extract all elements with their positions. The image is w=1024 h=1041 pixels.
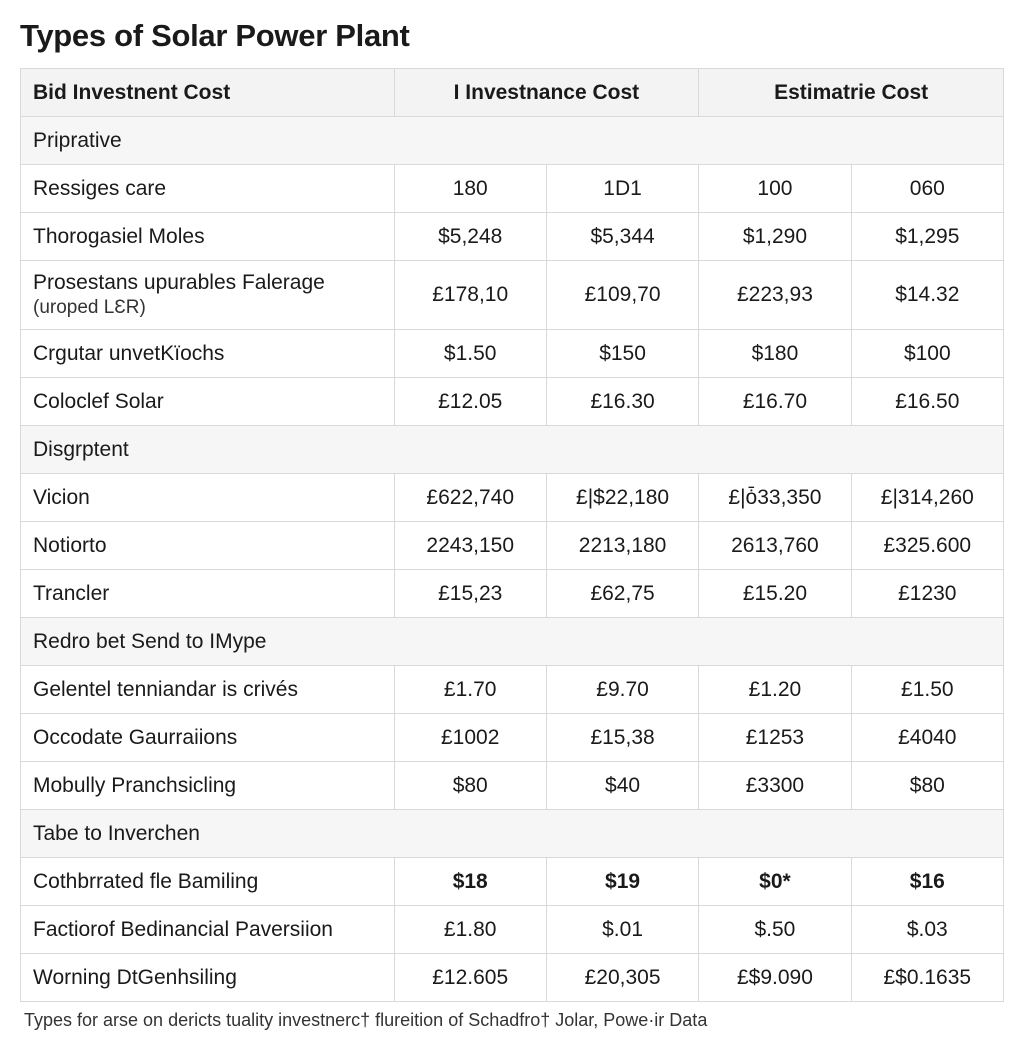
cell-value: $80 — [394, 762, 546, 810]
cell-value: £|$22,180 — [546, 474, 698, 522]
column-header: Bid Investnent Cost — [21, 69, 395, 117]
cell-value: £1253 — [699, 714, 851, 762]
row-label: Crgutar unvetKïochs — [21, 330, 395, 378]
cell-value: £16.30 — [546, 378, 698, 426]
cell-value: $40 — [546, 762, 698, 810]
cell-value: £15.20 — [699, 570, 851, 618]
row-label: Gelentel tenniandar is crivés — [21, 666, 395, 714]
table-row: Cothbrrated fle Bamiling$18$19$0*$16 — [21, 858, 1004, 906]
cell-value: £1002 — [394, 714, 546, 762]
cell-value: £9.70 — [546, 666, 698, 714]
cell-value: 180 — [394, 165, 546, 213]
cell-value: £12.605 — [394, 954, 546, 1002]
cell-value: £3300 — [699, 762, 851, 810]
cell-value: £|ȱ33,350 — [699, 474, 851, 522]
cell-value: $150 — [546, 330, 698, 378]
cell-value: $.03 — [851, 906, 1003, 954]
cell-value: £62,75 — [546, 570, 698, 618]
cell-value: $0* — [699, 858, 851, 906]
cell-value: £1230 — [851, 570, 1003, 618]
cell-value: £$9.090 — [699, 954, 851, 1002]
section-header: Priprative — [21, 117, 1004, 165]
cell-value: £325.600 — [851, 522, 1003, 570]
cell-value: £1.80 — [394, 906, 546, 954]
section-header: Redro bet Send to IMype — [21, 618, 1004, 666]
table-body: PriprativeRessiges care1801D1100060Thoro… — [21, 117, 1004, 1002]
table-row: Gelentel tenniandar is crivés£1.70£9.70£… — [21, 666, 1004, 714]
row-label: Ressiges care — [21, 165, 395, 213]
table-row: Factiorof Bedinancial Paversiion£1.80$.0… — [21, 906, 1004, 954]
column-header: I Investnance Cost — [394, 69, 699, 117]
cell-value: $.01 — [546, 906, 698, 954]
cell-value: £4040 — [851, 714, 1003, 762]
table-row: Notiorto2243,1502213,1802613,760£325.600 — [21, 522, 1004, 570]
cell-value: $16 — [851, 858, 1003, 906]
cost-table: Bid Investnent CostI Investnance CostEst… — [20, 68, 1004, 1002]
row-label: Cothbrrated fle Bamiling — [21, 858, 395, 906]
cell-value: £109,70 — [546, 261, 698, 330]
table-row: Crgutar unvetKïochs$1.50$150$180$100 — [21, 330, 1004, 378]
section-header: Tabe to Inverchen — [21, 810, 1004, 858]
table-row: Worning DtGenhsiling£12.605£20,305£$9.09… — [21, 954, 1004, 1002]
cell-value: $1,295 — [851, 213, 1003, 261]
cell-value: 2613,760 — [699, 522, 851, 570]
row-label: Vicion — [21, 474, 395, 522]
row-label: Thorogasiel Moles — [21, 213, 395, 261]
cell-value: £15,23 — [394, 570, 546, 618]
cell-value: £16.50 — [851, 378, 1003, 426]
cell-value: $.50 — [699, 906, 851, 954]
cell-value: £178,10 — [394, 261, 546, 330]
column-header: Estimatrie Cost — [699, 69, 1004, 117]
table-row: Ressiges care1801D1100060 — [21, 165, 1004, 213]
table-row: Vicion£622,740£|$22,180£|ȱ33,350£|314,26… — [21, 474, 1004, 522]
cell-value: 2213,180 — [546, 522, 698, 570]
cell-value: $80 — [851, 762, 1003, 810]
cell-value: £$0.1635 — [851, 954, 1003, 1002]
table-row: Occodate Gaurraiions£1002£15,38£1253£404… — [21, 714, 1004, 762]
cell-value: $19 — [546, 858, 698, 906]
row-label: Trancler — [21, 570, 395, 618]
cell-value: £1.70 — [394, 666, 546, 714]
cell-value: $1,290 — [699, 213, 851, 261]
row-label: Factiorof Bedinancial Paversiion — [21, 906, 395, 954]
cell-value: 2243,150 — [394, 522, 546, 570]
cell-value: £1.20 — [699, 666, 851, 714]
cell-value: $18 — [394, 858, 546, 906]
cell-value: $1.50 — [394, 330, 546, 378]
cell-value: £223,93 — [699, 261, 851, 330]
table-row: Trancler£15,23£62,75£15.20£1230 — [21, 570, 1004, 618]
cell-value: $5,344 — [546, 213, 698, 261]
cell-value: £622,740 — [394, 474, 546, 522]
row-label: Worning DtGenhsiling — [21, 954, 395, 1002]
table-head: Bid Investnent CostI Investnance CostEst… — [21, 69, 1004, 117]
section-header: Disgrptent — [21, 426, 1004, 474]
cell-value: 1D1 — [546, 165, 698, 213]
cell-value: $100 — [851, 330, 1003, 378]
cell-value: $180 — [699, 330, 851, 378]
footnote: Types for arse on dericts tuality invest… — [20, 1002, 1004, 1031]
row-label: Occodate Gaurraiions — [21, 714, 395, 762]
cell-value: $14.32 — [851, 261, 1003, 330]
cell-value: $5,248 — [394, 213, 546, 261]
cell-value: 100 — [699, 165, 851, 213]
table-row: Mobully Pranchsicling$80$40£3300$80 — [21, 762, 1004, 810]
table-row: Thorogasiel Moles$5,248$5,344$1,290$1,29… — [21, 213, 1004, 261]
row-label: Mobully Pranchsicling — [21, 762, 395, 810]
cell-value: £16.70 — [699, 378, 851, 426]
table-row: Prosestans upurables Falerage(uroped LƐR… — [21, 261, 1004, 330]
cell-value: 060 — [851, 165, 1003, 213]
row-label: Coloclef Solar — [21, 378, 395, 426]
row-label: Prosestans upurables Falerage(uroped LƐR… — [21, 261, 395, 330]
cell-value: £15,38 — [546, 714, 698, 762]
page-title: Types of Solar Power Plant — [20, 18, 1004, 54]
cell-value: £20,305 — [546, 954, 698, 1002]
row-label: Notiorto — [21, 522, 395, 570]
page: Types of Solar Power Plant Bid Investnen… — [0, 0, 1024, 1041]
cell-value: £|314,260 — [851, 474, 1003, 522]
cell-value: £12.05 — [394, 378, 546, 426]
table-row: Coloclef Solar£12.05£16.30£16.70£16.50 — [21, 378, 1004, 426]
cell-value: £1.50 — [851, 666, 1003, 714]
